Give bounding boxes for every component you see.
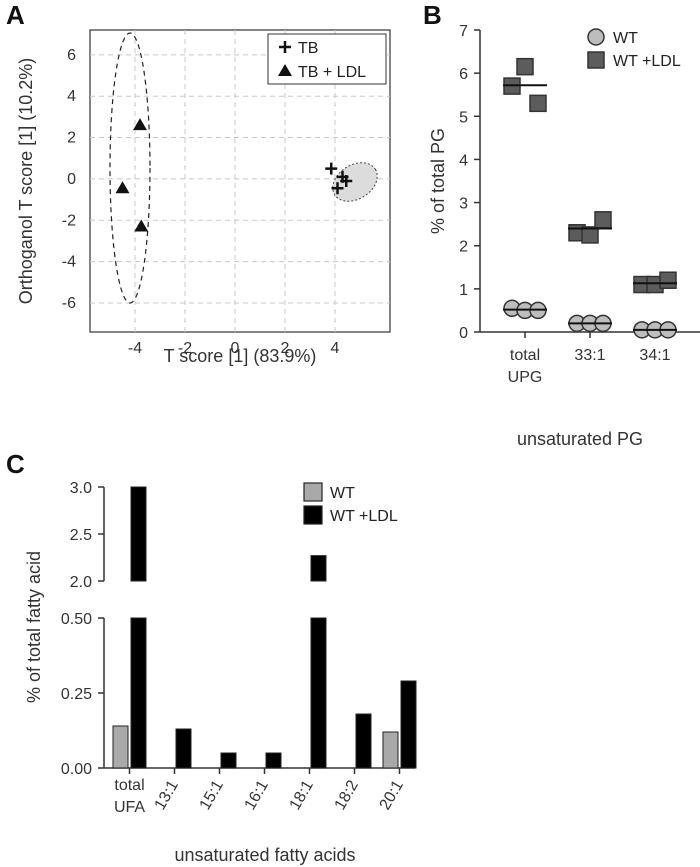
x-tick-label: 33:1 — [574, 347, 605, 364]
wt-ldl-bar — [175, 728, 192, 769]
y-tick-label: 3 — [459, 196, 468, 213]
panel-c-legend: WT WT +LDL — [303, 482, 398, 525]
y-tick-label: 3.0 — [70, 480, 92, 497]
wt-ldl-bar — [400, 680, 417, 769]
panel-a-x-axis-title: T score [1] (83.9%) — [164, 346, 317, 366]
y-tick-label: 6 — [459, 66, 468, 83]
y-tick-label: 2.5 — [70, 527, 92, 544]
y-tick-label: 4 — [459, 152, 468, 169]
panel-c-x-axis-title: unsaturated fatty acids — [174, 845, 355, 865]
wt-ldl-point — [516, 57, 534, 76]
legend-label-tb: TB — [298, 40, 318, 57]
panel-a-data-points — [115, 118, 353, 232]
panel-c-x-ticks: total UFA 13:1 15:1 16:1 18:1 18:2 20:1 — [114, 768, 407, 816]
wt-ldl-point — [581, 226, 599, 244]
panel-b-y-axis-title: % of total PG — [428, 128, 448, 234]
panel-c-letter: C — [6, 449, 25, 479]
tb-ldl-point — [133, 118, 147, 131]
wt-ldl-point — [659, 271, 677, 289]
legend-label-wt-c: WT — [330, 485, 355, 502]
y-tick-label: -4 — [62, 254, 76, 271]
wt-ldl-bar-upper-segment — [130, 486, 147, 582]
wt-bar — [112, 725, 129, 769]
x-tick-label: -4 — [128, 340, 142, 357]
panel-a-legend: TB TB + LDL — [267, 33, 387, 85]
wt-ldl-point — [529, 94, 547, 113]
x-tick-label: 18:2 — [332, 777, 362, 813]
x-tick-label: 34:1 — [639, 347, 670, 364]
x-tick-label: 4 — [331, 340, 340, 357]
y-tick-label: 7 — [459, 23, 468, 40]
legend-label-wt-ldl-c: WT +LDL — [330, 508, 398, 525]
legend-label-wt: WT — [613, 30, 638, 47]
panel-a-plot-frame — [89, 29, 391, 333]
wt-ldl-bar — [220, 752, 237, 769]
tb-point — [325, 162, 338, 175]
y-tick-label: 2 — [67, 130, 76, 147]
x-tick-label: 15:1 — [197, 777, 227, 813]
tb-ldl-point — [134, 219, 149, 232]
panel-c-bars — [112, 486, 417, 769]
y-tick-label: 4 — [67, 88, 76, 105]
x-tick-label: total UPG — [508, 347, 543, 386]
y-tick-label: 0.00 — [61, 761, 92, 778]
wt-ldl-bar-upper-segment — [310, 555, 327, 582]
legend-square-marker-icon — [587, 51, 605, 69]
y-tick-label: 0 — [67, 171, 76, 188]
x-tick-label: total UFA — [114, 777, 145, 816]
panel-b-x-ticks: total UPG 33:1 34:1 — [508, 332, 671, 386]
x-tick-label: 16:1 — [242, 777, 272, 813]
legend-wt-swatch — [303, 482, 323, 502]
tb-point — [340, 175, 353, 187]
x-tick-label: 18:1 — [287, 777, 317, 813]
y-tick-label: 1 — [459, 282, 468, 299]
panel-c-bar-chart: C 0.00 0.25 0.50 2.0 2.5 3.0 total UFA 13:1 15:1… — [6, 449, 417, 865]
x-tick-label: 20:1 — [377, 777, 407, 813]
x-tick-label: 2 — [281, 340, 290, 357]
panel-b-y-ticks: 0 1 2 3 4 5 6 7 — [459, 23, 480, 342]
panel-b-x-axis-title: unsaturated PG — [517, 429, 643, 449]
panel-a-scatter-plot: A -4 -2 0 2 4 -6 -4 -2 0 2 4 6 T score [1] (83.9%)… — [6, 0, 391, 366]
legend-plus-marker-icon — [279, 41, 291, 53]
wt-bar — [382, 731, 399, 769]
y-tick-label: 2.0 — [70, 574, 92, 591]
wt-ldl-bar-lower-segment — [130, 617, 147, 769]
panel-a-x-tick-labels: -4 -2 0 2 4 — [128, 340, 340, 357]
y-tick-label: -6 — [62, 295, 76, 312]
x-tick-label: -2 — [178, 340, 192, 357]
panel-a-y-axis-title: Orthoganol T score [1] (10.2%) — [16, 58, 36, 304]
panel-a-tb-ldl-confidence-ellipse — [109, 32, 151, 304]
legend-wt-ldl-swatch — [303, 505, 323, 525]
wt-ldl-bar-lower-segment — [310, 617, 327, 769]
tb-ldl-point — [115, 181, 130, 194]
x-tick-label: 0 — [231, 340, 240, 357]
panel-a-letter: A — [6, 0, 25, 30]
y-tick-label: 2 — [459, 239, 468, 256]
legend-triangle-marker-icon — [278, 64, 292, 76]
panel-b-legend: WT WT +LDL — [587, 28, 681, 70]
panel-a-gridlines — [90, 30, 390, 332]
y-tick-label: 0.25 — [61, 686, 92, 703]
panel-b-data-points — [503, 57, 677, 339]
panel-b-dot-plot: B 0 1 2 3 4 5 6 7 total UPG 33:1 34:1 unsaturated … — [423, 0, 700, 449]
panel-c-y-axis-title: % of total fatty acid — [24, 551, 44, 703]
wt-ldl-point — [594, 211, 612, 229]
y-tick-label: -2 — [62, 212, 76, 229]
tb-point — [331, 182, 344, 195]
panel-b-letter: B — [423, 0, 442, 30]
wt-ldl-bar — [265, 752, 282, 769]
x-tick-label: 13:1 — [152, 777, 182, 813]
panel-a-y-tick-labels: -6 -4 -2 0 2 4 6 — [62, 47, 76, 312]
legend-circle-marker-icon — [587, 28, 605, 46]
y-tick-label: 0 — [459, 325, 468, 342]
y-tick-label: 5 — [459, 109, 468, 126]
wt-ldl-bar — [355, 713, 372, 769]
legend-label-tb-ldl: TB + LDL — [298, 64, 366, 81]
panel-a-tb-confidence-ellipse — [332, 162, 378, 202]
panel-c-y-ticks: 0.00 0.25 0.50 2.0 2.5 3.0 — [61, 480, 104, 778]
legend-label-wt-ldl: WT +LDL — [613, 53, 681, 70]
y-tick-label: 0.50 — [61, 611, 92, 628]
y-tick-label: 6 — [67, 47, 76, 64]
